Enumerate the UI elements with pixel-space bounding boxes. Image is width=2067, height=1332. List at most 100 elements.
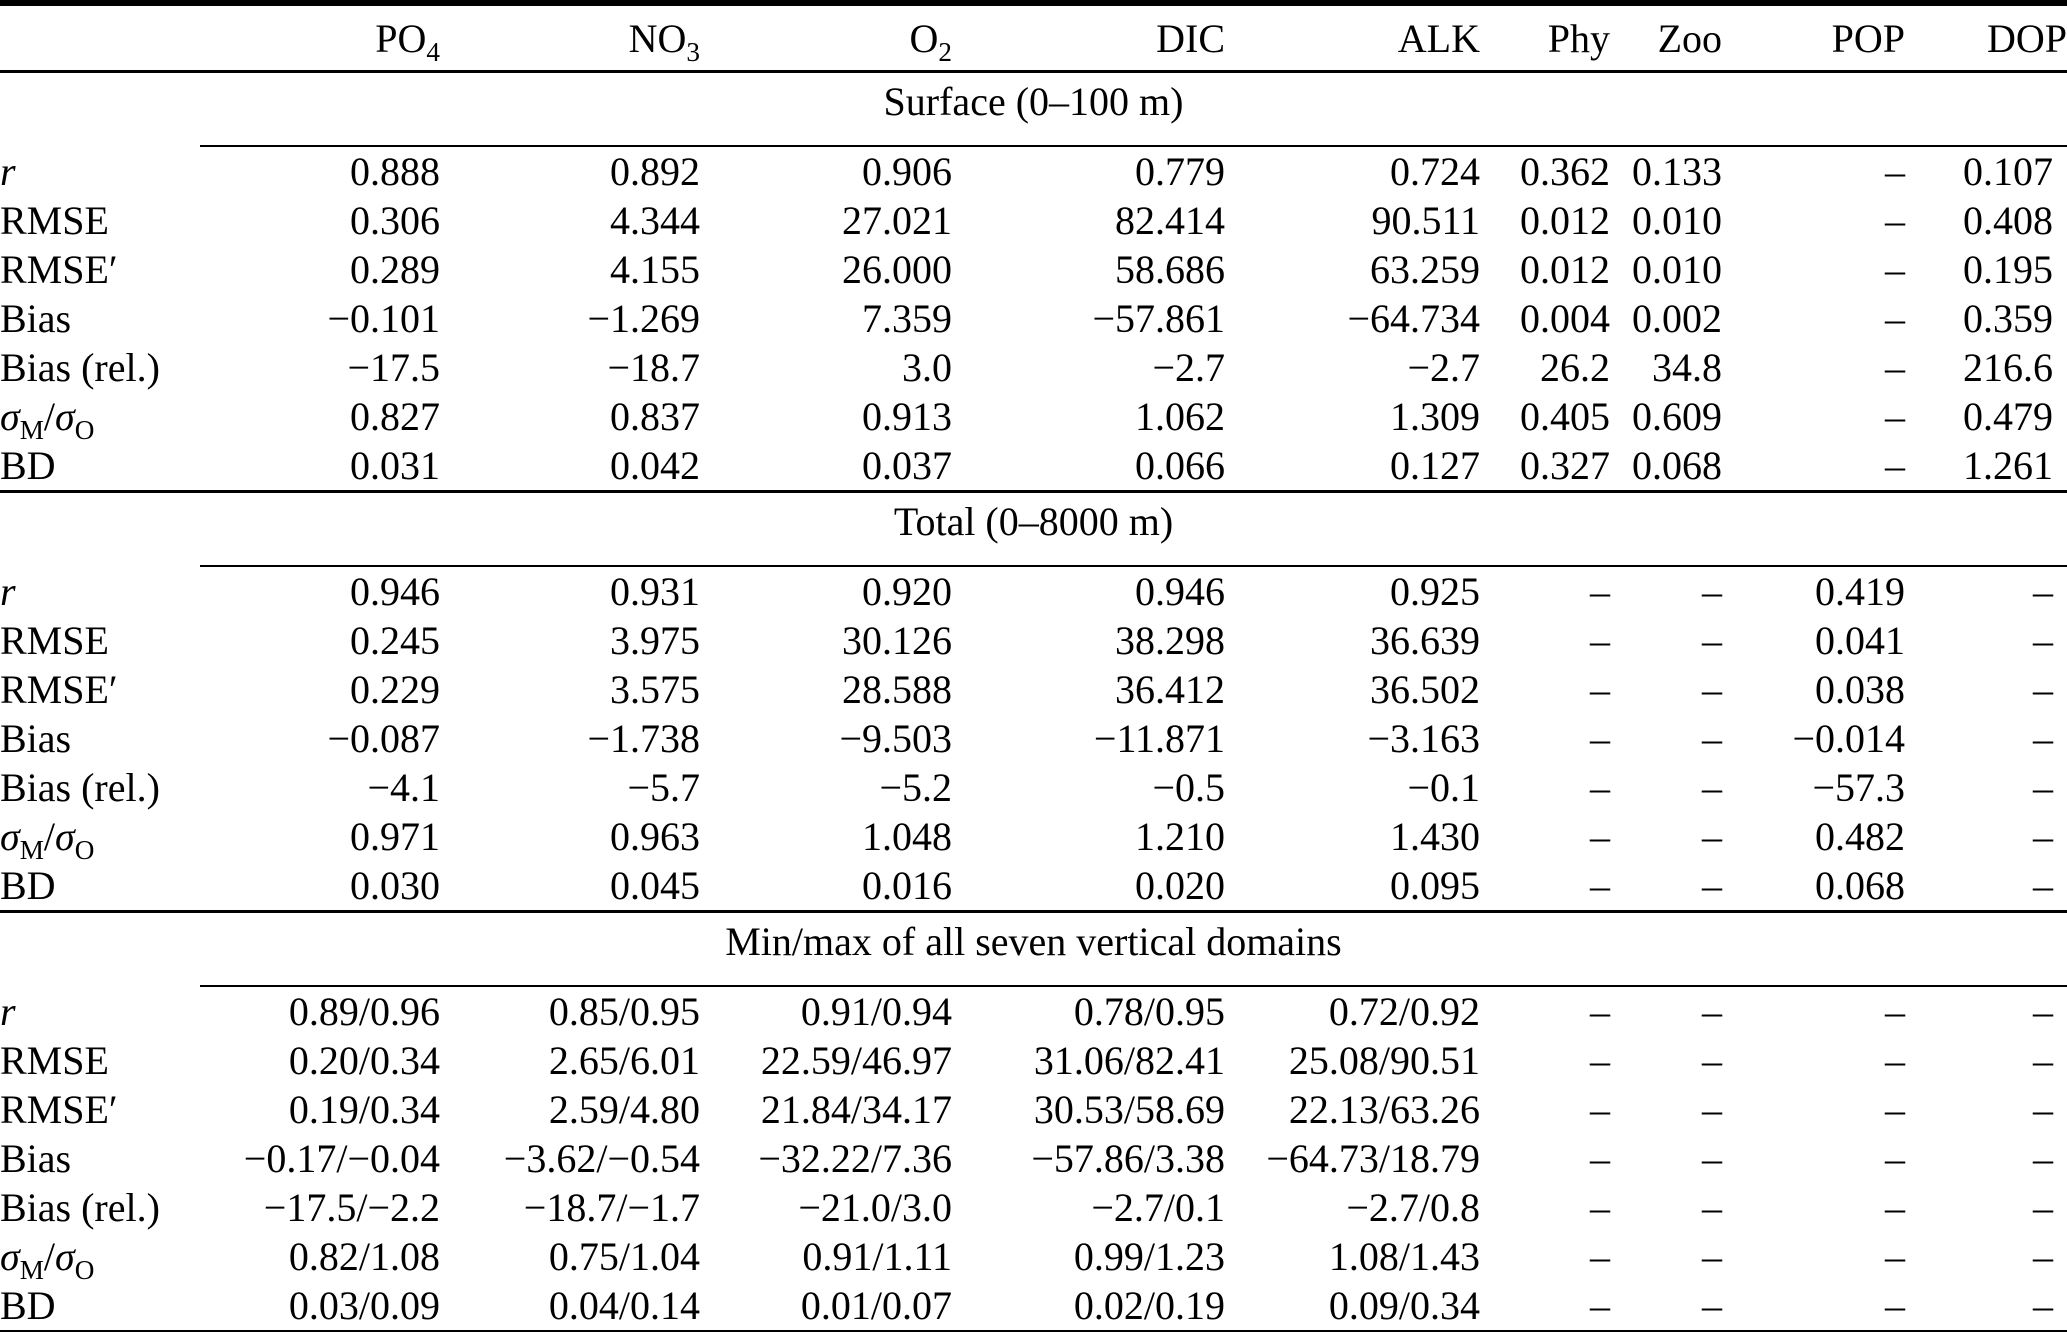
table-cell: 0.09/0.34 — [1328, 1283, 1480, 1328]
table-cell: 3.0 — [902, 345, 952, 390]
table-cell: −0.101 — [327, 296, 440, 341]
table-cell: – — [1885, 1136, 1905, 1181]
table-row: Bias −0.101 −1.269 7.359 −57.861 −64.734 0.004… — [0, 294, 2067, 343]
table-cell: – — [1885, 1234, 1905, 1279]
section-title-row: Surface (0–100 m) — [0, 72, 2067, 130]
section-title: Total (0–8000 m) — [0, 490, 2067, 549]
table-cell: – — [1702, 667, 1722, 712]
table-cell: – — [1590, 1185, 1610, 1230]
table-cell: −21.0/3.0 — [798, 1185, 952, 1230]
table-cell: 82.414 — [1115, 198, 1225, 243]
table-row: r 0.888 0.892 0.906 0.779 0.724 0.362 0.133 – 0.1… — [0, 146, 2067, 196]
table-cell: – — [1590, 1038, 1610, 1083]
table-cell: 0.906 — [862, 149, 952, 194]
row-label: BD — [0, 443, 56, 488]
table-row: Bias −0.087 −1.738 −9.503 −11.871 −3.163 – – −0.… — [0, 714, 2067, 763]
table-cell: – — [1590, 1087, 1610, 1132]
table-cell: 0.19/0.34 — [288, 1087, 440, 1132]
rule-spacer — [0, 549, 200, 566]
table-cell: 38.298 — [1115, 618, 1225, 663]
table-cell: 0.913 — [862, 394, 952, 439]
table-cell: – — [2033, 1136, 2053, 1181]
table-cell: 3.975 — [610, 618, 700, 663]
table-cell: 0.359 — [1963, 296, 2053, 341]
table-cell: −5.7 — [627, 765, 700, 810]
label-segment: PO — [375, 15, 427, 61]
row-label: σM/σO — [0, 1232, 200, 1284]
section-rule-row — [0, 129, 2067, 147]
table-cell: 34.8 — [1652, 345, 1722, 390]
table-cell: – — [1590, 618, 1610, 663]
table-cell: 0.245 — [350, 618, 440, 663]
table-cell: 0.724 — [1390, 149, 1480, 194]
section-partial-rule — [200, 129, 2067, 147]
table-cell: 0.888 — [350, 149, 440, 194]
table-cell: 1.261 — [1963, 443, 2053, 488]
table-row: Bias (rel.) −4.1 −5.7 −5.2 −0.5 −0.1 – – −57.3 – — [0, 763, 2067, 812]
table-cell: 0.031 — [350, 443, 440, 488]
table-cell: 4.344 — [610, 198, 700, 243]
table-row: r 0.946 0.931 0.920 0.946 0.925 – – 0.419 – — [0, 566, 2067, 616]
row-label: RMSE′ — [0, 667, 118, 712]
table-cell: 0.107 — [1963, 149, 2053, 194]
table-cell: 0.037 — [862, 443, 952, 488]
table-cell: – — [1590, 716, 1610, 761]
label-segment: 3 — [686, 36, 700, 67]
table-cell: −2.7 — [1407, 345, 1480, 390]
table-cell: 0.068 — [1632, 443, 1722, 488]
table-cell: – — [2033, 814, 2053, 859]
table-cell: 0.066 — [1135, 443, 1225, 488]
table-cell: 0.045 — [610, 863, 700, 908]
table-cell: 0.827 — [350, 394, 440, 439]
column-header-no3: NO3 — [440, 3, 700, 73]
table-cell: 0.133 — [1632, 149, 1722, 194]
table-cell: −0.17/−0.04 — [243, 1136, 440, 1181]
section-title: Min/max of all seven vertical domains — [0, 910, 2067, 969]
table-cell: −57.861 — [1092, 296, 1225, 341]
table-cell: 0.327 — [1520, 443, 1610, 488]
table-cell: 0.72/0.92 — [1328, 989, 1480, 1034]
row-label: Bias — [0, 1136, 72, 1181]
table-cell: 0.931 — [610, 569, 700, 614]
table-cell: 0.925 — [1390, 569, 1480, 614]
table-cell: 0.04/0.14 — [548, 1283, 700, 1328]
section-partial-rule — [200, 549, 2067, 567]
label-segment: 4 — [426, 36, 440, 67]
row-label: Bias (rel.) — [0, 765, 160, 810]
table-row: Bias (rel.) −17.5 −18.7 3.0 −2.7 −2.7 26.2 34.8… — [0, 343, 2067, 392]
table-cell: 0.946 — [1135, 569, 1225, 614]
row-label: RMSE′ — [0, 247, 118, 292]
table-cell: 3.575 — [610, 667, 700, 712]
label-segment: Phy — [1547, 15, 1610, 61]
label-segment: 2 — [938, 36, 952, 67]
row-label: RMSE — [0, 198, 109, 243]
table-cell: – — [2033, 989, 2053, 1034]
label-segment: / — [43, 814, 56, 859]
table-cell: −64.734 — [1347, 296, 1480, 341]
table-cell: – — [1885, 1087, 1905, 1132]
table-row: BD 0.030 0.045 0.016 0.020 0.095 – – 0.068 – — [0, 861, 2067, 912]
table-cell: −5.2 — [879, 765, 952, 810]
label-segment: σ — [0, 1234, 20, 1279]
table-row: RMSE 0.306 4.344 27.021 82.414 90.511 0.012 0.0… — [0, 196, 2067, 245]
table-cell: 0.012 — [1520, 198, 1610, 243]
header-row: PO4 NO3 O2 DIC ALK Phy Zoo POP DOP — [0, 3, 2067, 73]
row-label: r — [0, 568, 16, 614]
table-cell: – — [1702, 1136, 1722, 1181]
table-cell: 0.85/0.95 — [548, 989, 700, 1034]
table-cell: 1.08/1.43 — [1328, 1234, 1480, 1279]
table-cell: – — [1702, 1283, 1722, 1328]
row-label: Bias — [0, 716, 72, 761]
table-row: RMSE 0.245 3.975 30.126 38.298 36.639 – – 0.041 – — [0, 616, 2067, 665]
table-cell: 21.84/34.17 — [760, 1087, 952, 1132]
table-header: PO4 NO3 O2 DIC ALK Phy Zoo POP DOP — [0, 3, 2067, 73]
column-header-zoo: Zoo — [1610, 3, 1722, 73]
table-cell: 0.041 — [1815, 618, 1905, 663]
column-header-alk: ALK — [1225, 3, 1480, 73]
table-cell: 0.042 — [610, 443, 700, 488]
table-cell: −4.1 — [367, 765, 440, 810]
table-cell: 0.016 — [862, 863, 952, 908]
table-cell: 36.639 — [1370, 618, 1480, 663]
